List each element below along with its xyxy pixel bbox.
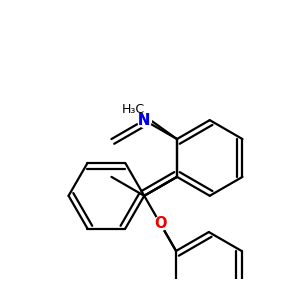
Text: N: N xyxy=(138,112,150,128)
Text: H₃C: H₃C xyxy=(122,103,145,116)
Text: N: N xyxy=(138,112,150,128)
Text: O: O xyxy=(154,216,167,231)
